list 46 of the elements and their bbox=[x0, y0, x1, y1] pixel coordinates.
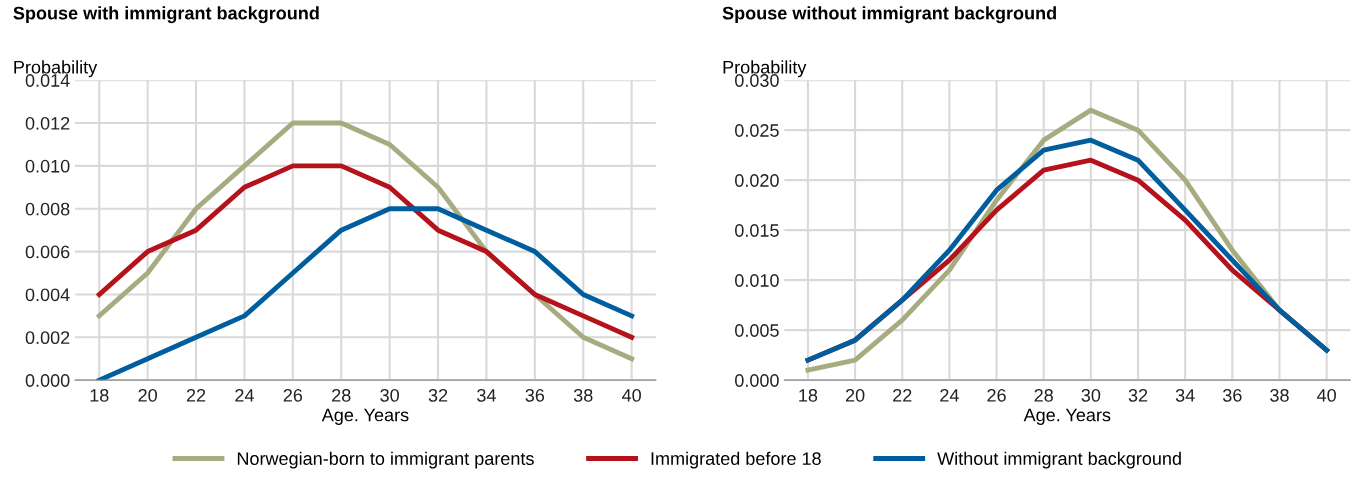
x-tick-label: 30 bbox=[380, 388, 399, 402]
x-tick-label: 34 bbox=[1175, 388, 1195, 402]
x-tick-label: 36 bbox=[525, 388, 545, 402]
line-series bbox=[96, 163, 635, 340]
x-tick-label: 22 bbox=[893, 388, 912, 402]
x-tick-label: 24 bbox=[940, 388, 959, 402]
x-tick-label: 32 bbox=[1128, 388, 1148, 402]
y-tick-label: 0.000 bbox=[735, 374, 779, 387]
y-tick-label: 0.006 bbox=[25, 245, 70, 259]
y-tick-label: 0.004 bbox=[25, 288, 70, 302]
x-tick-label: 36 bbox=[1222, 388, 1242, 402]
x-tick-label: 30 bbox=[1081, 388, 1101, 402]
x-tick-label: 32 bbox=[428, 388, 448, 402]
x-tick-label: 18 bbox=[799, 388, 818, 402]
y-tick-label: 0.002 bbox=[25, 331, 70, 345]
x-tick-label: 28 bbox=[332, 388, 351, 402]
x-tick-label: 26 bbox=[283, 388, 303, 402]
y-tick-label: 0.012 bbox=[25, 116, 70, 130]
x-tick-label: 38 bbox=[573, 388, 593, 402]
x-tick-label: 20 bbox=[845, 388, 865, 402]
y-tick-label: 0.000 bbox=[25, 374, 70, 387]
x-axis-title: Age. Years bbox=[1023, 408, 1111, 425]
chart-title: Spouse with immigrant background bbox=[13, 6, 319, 24]
x-tick-label: 20 bbox=[138, 388, 157, 402]
x-tick-label: 26 bbox=[987, 388, 1006, 402]
x-tick-label: 24 bbox=[235, 388, 254, 402]
y-tick-label: 0.015 bbox=[735, 224, 779, 237]
x-tick-label: 38 bbox=[1270, 388, 1289, 402]
line-series bbox=[96, 206, 635, 381]
y-tick-label: 0.005 bbox=[735, 324, 779, 337]
legend-label: Immigrated before 18 bbox=[651, 451, 821, 469]
legend-label: Norwegian-born to immigrant parents bbox=[237, 451, 534, 469]
y-tick-label: 0.010 bbox=[735, 274, 779, 287]
legend-label: Without immigrant background bbox=[937, 451, 1181, 469]
x-tick-label: 40 bbox=[622, 388, 641, 402]
chart-title: Spouse without immigrant background bbox=[722, 6, 1056, 24]
x-tick-label: 28 bbox=[1034, 388, 1053, 402]
y-tick-label: 0.010 bbox=[25, 159, 70, 173]
x-axis-title: Age. Years bbox=[321, 408, 409, 425]
y-tick-label: 0.025 bbox=[735, 124, 779, 137]
y-tick-label: 0.008 bbox=[25, 202, 70, 216]
x-tick-label: 22 bbox=[186, 388, 206, 402]
y-tick-label: 0.020 bbox=[735, 174, 779, 187]
x-tick-label: 18 bbox=[90, 388, 109, 402]
x-tick-label: 40 bbox=[1317, 388, 1336, 402]
x-tick-label: 34 bbox=[477, 388, 496, 402]
